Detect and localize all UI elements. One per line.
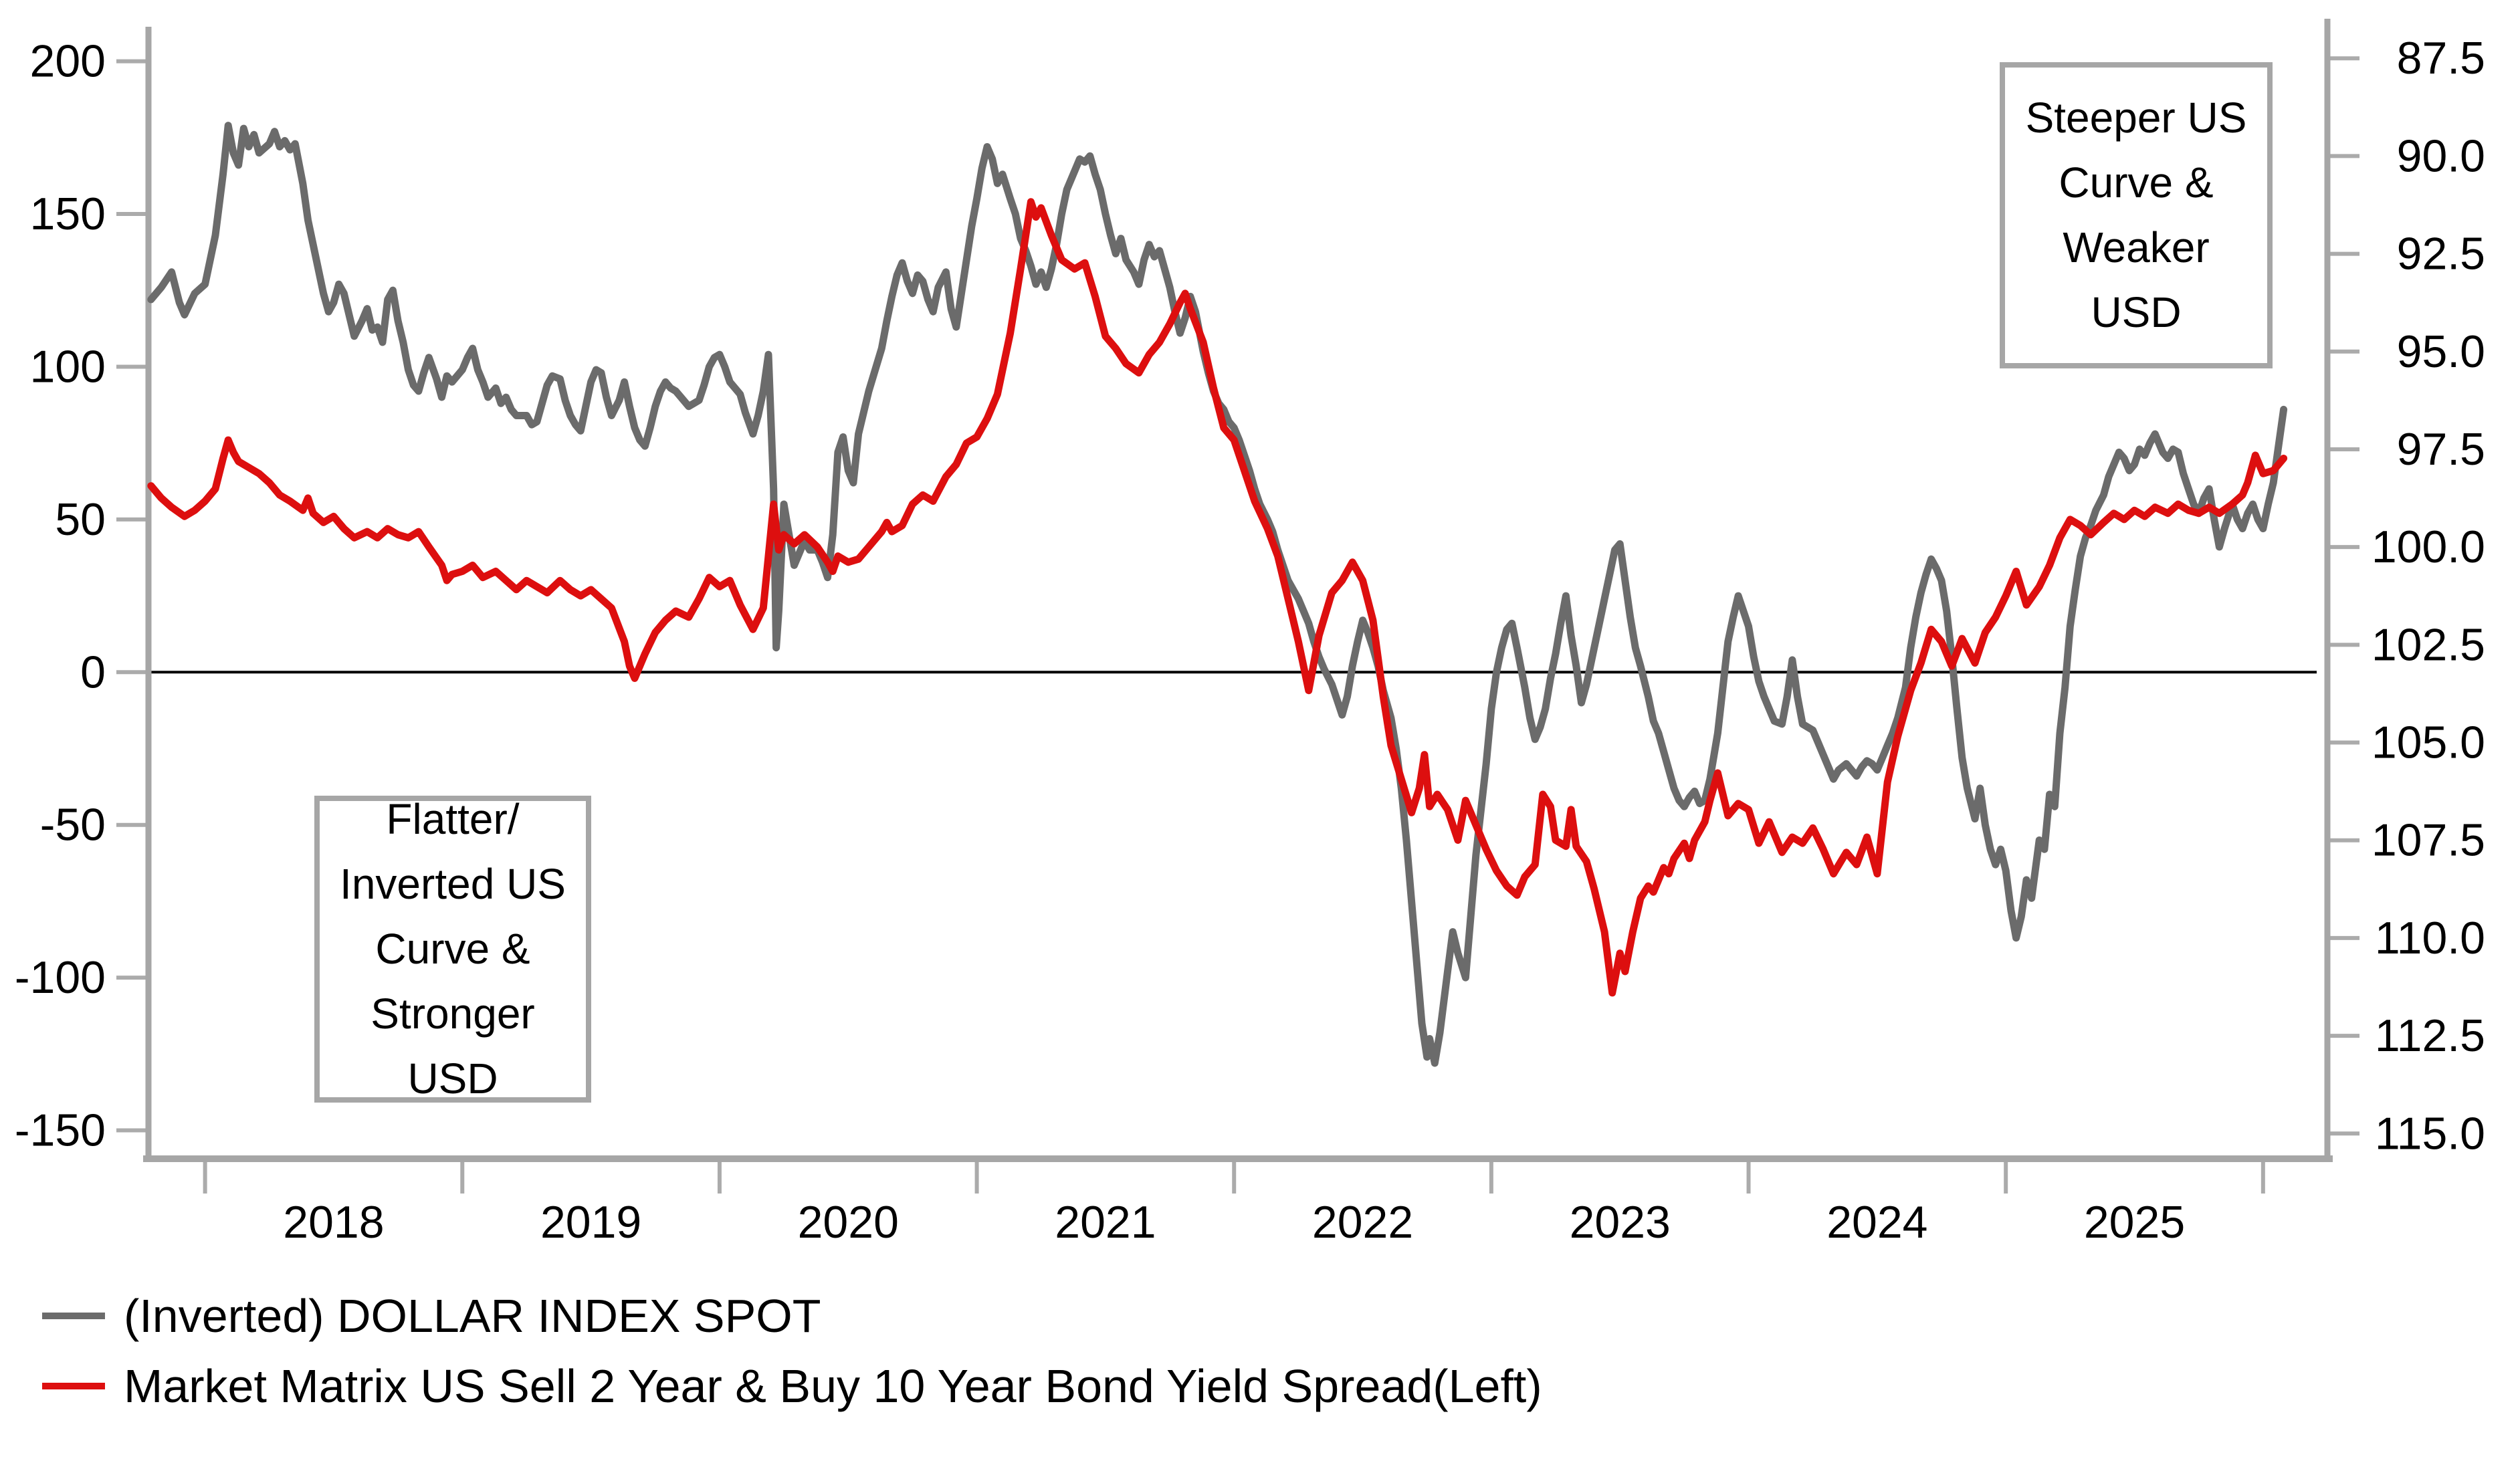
left-axis-tick-label: -150 [15, 1105, 106, 1156]
left-axis-tick-label: 200 [30, 36, 106, 87]
left-axis-tick-label: -50 [40, 800, 106, 851]
left-axis-tick-label: 50 [55, 494, 106, 545]
x-axis-year-label: 2024 [1826, 1197, 1927, 1248]
annotation-steeper-us-curve: Steeper US Curve & Weaker USD [2000, 62, 2273, 368]
annotation-text-line: USD [407, 1054, 498, 1103]
annotation-text-line: Steeper US [2025, 94, 2247, 142]
legend-swatch-gray-line [42, 1313, 105, 1319]
x-axis-year-label: 2022 [1312, 1197, 1413, 1248]
legend-label: (Inverted) DOLLAR INDEX SPOT [124, 1290, 821, 1342]
dollar-index-line [147, 122, 2288, 1067]
right-axis-tick-label: 110.0 [2375, 913, 2485, 964]
right-axis-tick-label: 105.0 [2372, 717, 2485, 768]
right-axis-tick-label: 107.5 [2372, 815, 2485, 866]
x-axis-year-label: 2023 [1570, 1197, 1671, 1248]
right-axis-tick-label: 112.5 [2375, 1010, 2485, 1061]
annotation-text-line: Weaker [2063, 223, 2210, 271]
right-axis-tick-label: 87.5 [2397, 33, 2485, 84]
annotation-text-line: Stronger [371, 990, 535, 1038]
annotation-text-line: Flatter/ [386, 795, 520, 843]
left-axis-tick-label: 150 [30, 189, 106, 239]
left-axis-tick-label: 0 [80, 647, 106, 697]
annotation-text-line: Curve & [375, 925, 530, 973]
right-axis-tick-label: 100.0 [2372, 522, 2485, 572]
annotation-flatter-us-curve: Flatter/ Inverted US Curve & Stronger US… [314, 795, 591, 1103]
right-axis-tick-label: 115.0 [2375, 1108, 2485, 1159]
right-axis-tick-label: 95.0 [2397, 326, 2485, 377]
annotation-text-line: Inverted US [340, 860, 566, 908]
legend-item-yield-spread: Market Matrix US Sell 2 Year & Buy 10 Ye… [42, 1355, 1542, 1417]
right-axis-tick-label: 92.5 [2397, 229, 2485, 279]
x-axis-year-label: 2021 [1055, 1197, 1156, 1248]
right-axis-tick-label: 90.0 [2397, 130, 2485, 181]
x-axis-year-label: 2020 [798, 1197, 899, 1248]
legend-item-dollar-index: (Inverted) DOLLAR INDEX SPOT [42, 1285, 821, 1347]
annotation-text-line: Curve & [2059, 158, 2214, 207]
x-axis-year-label: 2018 [283, 1197, 384, 1248]
x-axis-year-label: 2025 [2084, 1197, 2185, 1248]
yield-spread-line [147, 198, 2288, 997]
legend-swatch-red-line [42, 1383, 105, 1389]
left-axis-tick-label: -100 [15, 952, 106, 1003]
right-axis-tick-label: 102.5 [2372, 619, 2485, 670]
x-axis-year-label: 2019 [540, 1197, 641, 1248]
left-axis-tick-label: 100 [30, 341, 106, 392]
right-axis-tick-label: 97.5 [2397, 424, 2485, 475]
legend-label: Market Matrix US Sell 2 Year & Buy 10 Ye… [124, 1360, 1542, 1412]
annotation-text-line: USD [2091, 288, 2182, 336]
